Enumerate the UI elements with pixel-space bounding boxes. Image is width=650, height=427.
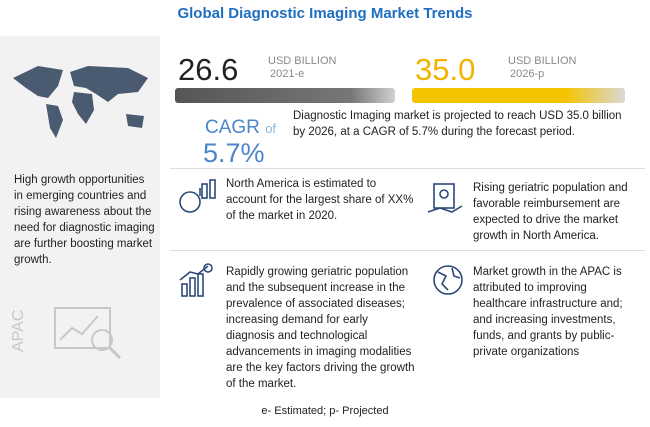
description: Diagnostic Imaging market is projected t… (293, 110, 622, 138)
analysis-icon (54, 307, 122, 360)
chart-icon (179, 179, 216, 213)
bar-2026 (412, 88, 625, 103)
value-2021: 26.6 (178, 52, 239, 87)
divider (170, 250, 645, 251)
insight: Rising geriatric population and favorabl… (473, 182, 628, 242)
cagr-of: of (265, 121, 277, 136)
left-text: High growth opportunities in emerging co… (14, 174, 155, 266)
value-2026: 35.0 (415, 52, 476, 87)
globe-icon (433, 265, 463, 295)
world-map (13, 66, 148, 138)
title: Global Diagnostic Imaging Market Trends (177, 5, 473, 22)
footnote: e- Estimated; p- Projected (261, 405, 389, 417)
cagr-label: CAGR of (205, 117, 276, 139)
cagr-text: CAGR (205, 117, 260, 138)
growth-icon (179, 263, 213, 297)
region-label: APAC (10, 309, 27, 352)
divider (170, 168, 645, 169)
unit: USD BILLION (508, 55, 577, 67)
insight: Rapidly growing geriatric population and… (226, 266, 415, 390)
bar-2021 (175, 88, 395, 103)
insight: North America is estimated to account fo… (226, 178, 414, 222)
insight: Market growth in the APAC is attributed … (473, 266, 623, 358)
reimbursement-icon (427, 183, 463, 213)
unit: USD BILLION (268, 55, 337, 67)
year: 2026-p (510, 68, 545, 80)
cagr-value: 5.7% (203, 138, 265, 168)
year: 2021-e (270, 68, 305, 80)
